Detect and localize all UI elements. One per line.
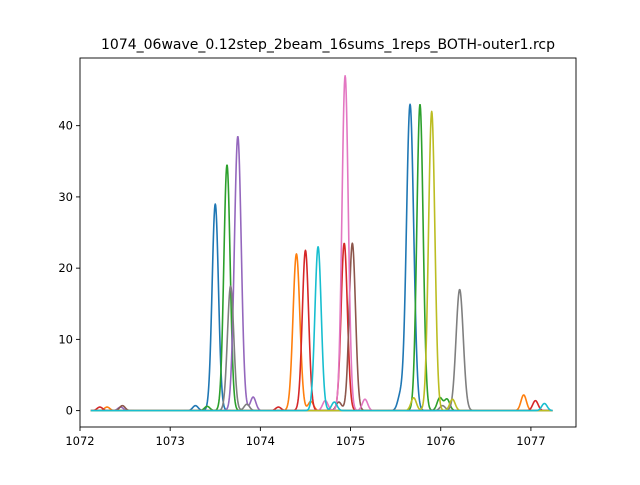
x-tick-label: 1076 xyxy=(426,434,455,448)
y-tick-label: 10 xyxy=(58,332,73,346)
axes-frame xyxy=(79,57,577,428)
series-line-10 xyxy=(90,245,553,412)
y-tick-label: 30 xyxy=(58,190,73,204)
y-tick-label: 20 xyxy=(58,261,73,275)
chart-title: 1074_06wave_0.12step_2beam_16sums_1reps_… xyxy=(101,37,555,53)
x-tick-label: 1072 xyxy=(65,434,94,448)
x-tick-label: 1074 xyxy=(246,434,275,448)
y-tick-label: 40 xyxy=(58,119,73,133)
x-tick-label: 1077 xyxy=(516,434,545,448)
x-tick-label: 1075 xyxy=(336,434,365,448)
y-tick-label: 0 xyxy=(66,404,73,418)
plot-area: 1072 1073 1074 1075 1076 1077 0 10 20 30 40 xyxy=(58,57,577,448)
x-tick-label: 1073 xyxy=(156,434,185,448)
